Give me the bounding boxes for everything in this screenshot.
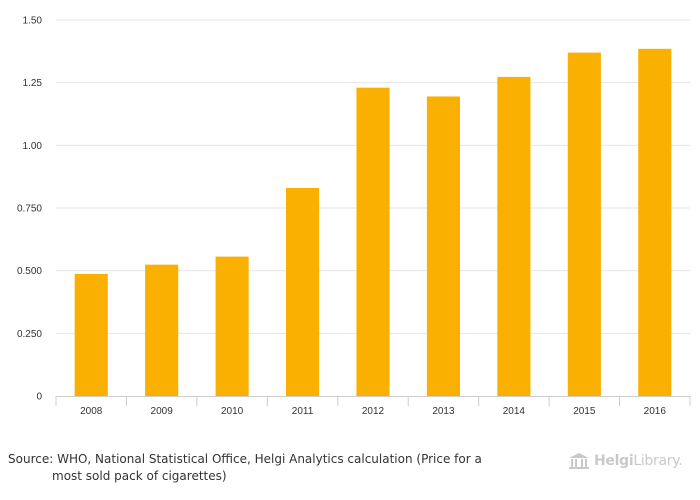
y-tick-label: 0.250: [17, 329, 42, 340]
bar-2012: [356, 87, 390, 397]
y-tick-label: 1.25: [23, 78, 43, 89]
source-note: Source: WHO, National Statistical Office…: [8, 451, 528, 485]
y-tick-label: 1.50: [23, 16, 43, 27]
y-axis-tick-labels: 0 0.250 0.500 0.750 1.00 1.25 1.50: [17, 16, 42, 403]
bar-2009: [145, 264, 179, 396]
x-tick-label: 2015: [573, 406, 596, 417]
source-line-1: Source: WHO, National Statistical Office…: [8, 452, 482, 466]
x-tick-label: 2012: [362, 406, 385, 417]
bar-2011: [286, 187, 320, 396]
y-tick-label: 0: [36, 392, 42, 403]
x-tick-label: 2016: [644, 406, 667, 417]
bar-2015: [567, 52, 601, 396]
x-tick-label: 2011: [292, 406, 314, 417]
x-tick-label: 2013: [432, 406, 455, 417]
bar-2016: [638, 48, 672, 397]
y-tick-label: 1.00: [23, 141, 43, 152]
bar-2010: [215, 256, 249, 396]
bar-2013: [426, 96, 460, 396]
logo-wordmark-rest: Library.: [633, 453, 683, 469]
x-tick-label: 2014: [503, 406, 526, 417]
x-axis-tick-labels: 2008 2009 2010 2011 2012 2013 2014 2015 2016: [80, 406, 666, 417]
y-tick-label: 0.750: [17, 204, 42, 215]
x-tick-label: 2008: [80, 406, 103, 417]
x-tick-label: 2010: [221, 406, 244, 417]
bar-2014: [497, 76, 531, 396]
y-tick-label: 0.500: [17, 266, 42, 277]
library-building-icon: [569, 453, 589, 469]
helgi-library-logo: HelgiLibrary.: [568, 450, 692, 472]
source-line-2: most sold pack of cigarettes): [52, 469, 227, 483]
logo-wordmark-bold: Helgi: [594, 453, 634, 469]
x-axis: [55, 396, 691, 406]
bars: [74, 48, 672, 397]
logo-wordmark: HelgiLibrary.: [594, 453, 683, 469]
x-tick-label: 2009: [151, 406, 174, 417]
bar-2008: [74, 273, 108, 396]
